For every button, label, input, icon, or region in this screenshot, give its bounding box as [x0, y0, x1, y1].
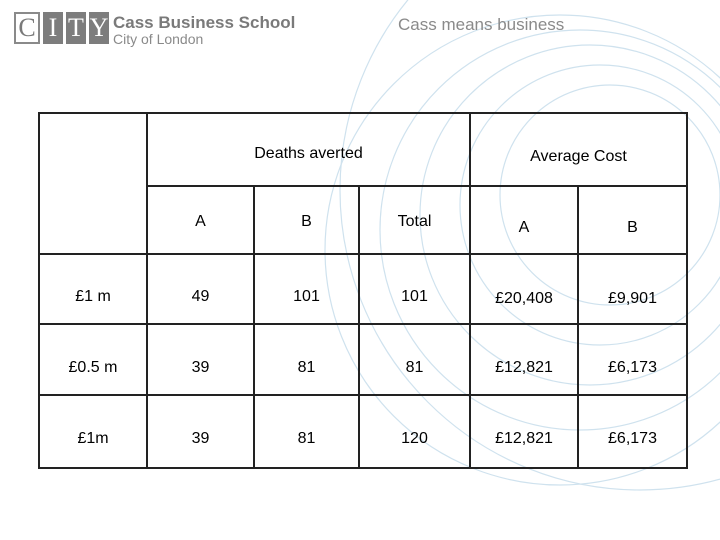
table-divider — [253, 185, 255, 469]
city-logo: C I T Y — [14, 12, 112, 44]
table-cell: 49 — [191, 288, 210, 305]
table-cell: £12,821 — [495, 430, 553, 447]
table-divider — [38, 253, 688, 255]
sub-header-a: A — [518, 219, 530, 236]
table-cell: 101 — [293, 288, 320, 305]
row-label: £0.5 m — [68, 359, 118, 376]
table-divider — [146, 112, 148, 469]
table-cell: 39 — [191, 359, 210, 376]
table-divider — [577, 185, 579, 469]
table-cell: 81 — [297, 359, 316, 376]
logo-letter: Y — [89, 12, 109, 44]
row-label: £1m — [77, 430, 109, 447]
sub-header-total: Total — [397, 213, 432, 230]
table-cell: 81 — [297, 430, 316, 447]
tagline: Cass means business — [398, 15, 565, 34]
group-header-deaths-averted: Deaths averted — [254, 145, 363, 162]
table-cell: £9,901 — [608, 290, 657, 307]
school-name: Cass Business School — [113, 13, 296, 32]
table-cell: 101 — [401, 288, 428, 305]
logo-letter: T — [66, 12, 86, 44]
table-cell: £12,821 — [495, 359, 553, 376]
group-header-average-cost: Average Cost — [530, 148, 627, 165]
sub-header-b: B — [627, 219, 638, 236]
table-cell: 39 — [191, 430, 210, 447]
cost-table: Deaths averted Average Cost A B Total A … — [38, 112, 688, 469]
table-divider — [146, 185, 688, 187]
table-cell: £6,173 — [608, 430, 657, 447]
row-label: £1 m — [75, 288, 111, 305]
table-divider — [469, 112, 471, 469]
logo-letter: I — [43, 12, 63, 44]
table-cell: £20,408 — [495, 290, 553, 307]
table-border — [38, 112, 40, 469]
table-cell: 81 — [405, 359, 424, 376]
table-cell: £6,173 — [608, 359, 657, 376]
logo-letter: C — [14, 12, 40, 44]
table-border — [38, 112, 688, 114]
table-divider — [358, 185, 360, 469]
table-border — [686, 112, 688, 469]
sub-header-b: B — [301, 213, 312, 230]
table-divider — [38, 394, 688, 396]
table-divider — [38, 323, 688, 325]
sub-header-a: A — [195, 213, 206, 230]
table-border — [38, 467, 688, 469]
school-city: City of London — [113, 31, 204, 47]
table-cell: 120 — [401, 430, 428, 447]
